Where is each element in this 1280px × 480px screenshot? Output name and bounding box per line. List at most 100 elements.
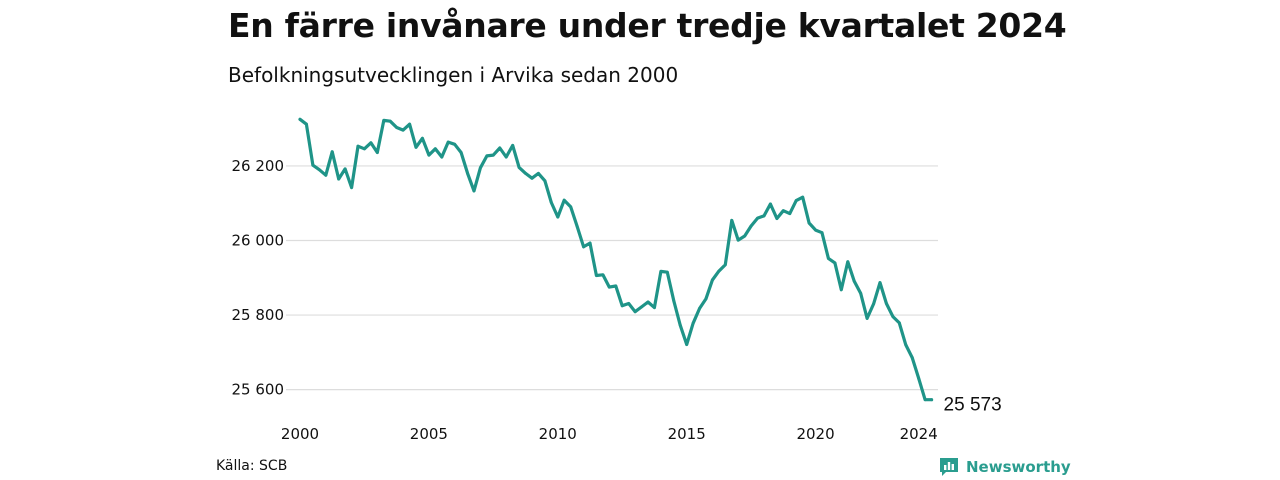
data-point — [781, 209, 785, 213]
x-tick-label: 2024 — [900, 425, 938, 443]
data-point — [859, 292, 863, 295]
data-point — [923, 398, 927, 402]
data-point — [446, 140, 450, 144]
data-point — [453, 142, 457, 146]
data-point — [511, 144, 515, 147]
brand-name: Newsworthy — [966, 458, 1071, 476]
data-point — [485, 154, 489, 158]
data-point — [775, 217, 779, 220]
data-point — [665, 270, 669, 274]
data-point — [575, 224, 579, 228]
data-point — [756, 216, 759, 220]
data-point — [317, 168, 321, 172]
data-point — [504, 155, 508, 159]
data-point — [614, 284, 618, 288]
data-point — [678, 323, 682, 327]
data-point — [479, 166, 482, 170]
newsworthy-logo[interactable]: Newsworthy — [938, 456, 1071, 478]
data-point — [704, 297, 708, 301]
data-point — [562, 198, 566, 202]
x-tick-label: 2010 — [539, 425, 577, 443]
data-point — [324, 173, 328, 177]
data-point — [472, 189, 476, 193]
data-point — [595, 274, 598, 277]
data-point — [794, 199, 798, 203]
data-point — [537, 171, 540, 175]
data-point — [569, 205, 573, 209]
data-point — [549, 201, 553, 204]
data-point — [904, 343, 908, 347]
data-point — [375, 151, 379, 154]
data-point — [711, 278, 714, 282]
data-point — [633, 310, 637, 314]
data-point — [607, 285, 611, 289]
data-point — [556, 215, 560, 219]
data-point — [749, 224, 753, 228]
data-point — [833, 261, 837, 265]
data-point — [646, 300, 650, 304]
data-point — [846, 260, 850, 264]
data-point — [350, 186, 353, 189]
source-note: Källa: SCB — [216, 458, 288, 474]
data-point — [620, 304, 624, 308]
data-point — [408, 122, 411, 126]
data-point — [736, 238, 740, 242]
data-point — [530, 176, 534, 180]
grid-lines — [286, 165, 938, 391]
data-point — [382, 119, 386, 122]
data-point — [917, 377, 921, 380]
data-point — [498, 146, 502, 150]
data-point — [627, 302, 631, 305]
data-point — [788, 212, 792, 216]
data-point — [807, 221, 811, 225]
data-point — [910, 356, 914, 359]
data-point — [698, 306, 701, 310]
data-point — [672, 299, 676, 303]
y-tick-label: 26 000 — [232, 231, 285, 249]
x-tick-label: 2015 — [668, 425, 706, 443]
data-point — [691, 321, 695, 325]
data-point — [814, 228, 817, 232]
data-point — [343, 167, 347, 171]
newsworthy-logo-icon — [940, 458, 958, 476]
data-point — [743, 234, 747, 238]
data-point — [659, 270, 663, 273]
data-point — [885, 302, 888, 305]
data-point — [891, 315, 895, 318]
y-tick-label: 26 200 — [232, 157, 285, 175]
x-axis-ticks: 2000 2005 2010 2015 2020 2024 — [281, 425, 938, 443]
data-points — [298, 117, 933, 402]
data-point — [311, 163, 315, 167]
data-point — [640, 305, 643, 309]
data-point — [865, 317, 869, 320]
data-point — [852, 279, 856, 283]
data-point — [459, 151, 463, 154]
x-tick-label: 2000 — [281, 425, 319, 443]
data-point — [543, 179, 547, 183]
data-point — [421, 136, 424, 140]
data-point — [395, 126, 399, 129]
data-point — [337, 177, 341, 181]
data-point — [466, 171, 469, 175]
data-point — [369, 141, 373, 145]
data-point — [723, 263, 727, 267]
data-point — [433, 147, 437, 151]
series-line — [298, 117, 934, 402]
y-tick-label: 25 800 — [232, 306, 285, 324]
data-point — [491, 153, 495, 157]
data-point — [356, 144, 360, 148]
data-point — [298, 117, 302, 121]
data-point — [582, 245, 585, 249]
data-point — [588, 241, 592, 245]
data-point — [517, 166, 521, 169]
data-point — [769, 202, 772, 206]
data-point — [839, 288, 843, 292]
y-tick-label: 25 600 — [232, 381, 285, 399]
data-point — [730, 218, 734, 222]
end-value-label: 25 573 — [944, 395, 1002, 416]
y-axis-ticks: 25 600 25 800 26 000 26 200 — [232, 157, 285, 399]
data-point — [717, 269, 721, 273]
data-point — [872, 302, 875, 306]
x-tick-label: 2020 — [796, 425, 834, 443]
